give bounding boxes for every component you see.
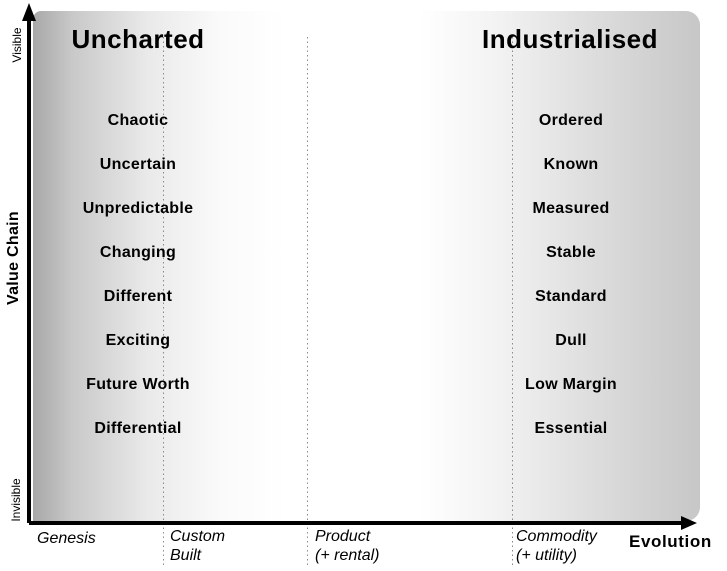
- stage-label-line2: (+ rental): [315, 547, 380, 564]
- stage-label-line2: (+ utility): [516, 547, 577, 564]
- stage-label-product: Product (+ rental): [315, 527, 379, 565]
- trait-measured: Measured: [532, 200, 610, 217]
- trait-different: Different: [103, 288, 173, 305]
- stage-boundary-product-commodity: [512, 37, 513, 568]
- trait-ordered: Ordered: [538, 112, 604, 129]
- trait-known: Known: [543, 156, 599, 173]
- stage-label-genesis: Genesis: [37, 529, 96, 548]
- stage-boundary-custom-product: [307, 37, 308, 568]
- trait-differential: Differential: [94, 420, 182, 437]
- industrialised-title: Industrialised: [481, 24, 659, 54]
- x-axis-line: [29, 521, 682, 525]
- y-axis-title: Value Chain: [5, 211, 22, 305]
- trait-unpredictable: Unpredictable: [82, 200, 194, 217]
- trait-exciting: Exciting: [105, 332, 171, 349]
- y-axis-invisible-label: Invisible: [9, 478, 23, 522]
- stage-label-line2: Built: [170, 547, 202, 564]
- trait-essential: Essential: [534, 420, 608, 437]
- uncharted-title: Uncharted: [71, 24, 205, 54]
- x-axis-title: Evolution: [629, 532, 712, 551]
- trait-dull: Dull: [555, 332, 587, 349]
- x-axis-arrow-icon: [681, 516, 697, 530]
- trait-chaotic: Chaotic: [107, 112, 169, 129]
- uncharted-trait-list: Chaotic Uncertain Unpredictable Changing…: [28, 99, 248, 451]
- y-axis-arrow-icon: [22, 3, 36, 21]
- stage-label-line1: Product: [315, 528, 371, 545]
- trait-future-worth: Future Worth: [86, 376, 190, 393]
- gradient-plot-area: [33, 11, 700, 521]
- trait-uncertain: Uncertain: [99, 156, 177, 173]
- stage-label-custom-built: Custom Built: [170, 527, 225, 565]
- trait-stable: Stable: [546, 244, 596, 261]
- trait-standard: Standard: [535, 288, 607, 305]
- y-axis-visible-label: Visible: [10, 27, 24, 63]
- trait-low-margin: Low Margin: [525, 376, 617, 393]
- industrialised-trait-list: Ordered Known Measured Stable Standard D…: [461, 99, 681, 451]
- stage-label-line1: Custom: [170, 528, 226, 545]
- stage-label-line1: Genesis: [37, 530, 96, 547]
- stage-label-line1: Commodity: [516, 528, 597, 545]
- trait-changing: Changing: [99, 244, 177, 261]
- stage-boundary-genesis-custom: [163, 37, 164, 568]
- stage-label-commodity: Commodity (+ utility): [516, 527, 597, 565]
- y-axis-line: [27, 18, 31, 523]
